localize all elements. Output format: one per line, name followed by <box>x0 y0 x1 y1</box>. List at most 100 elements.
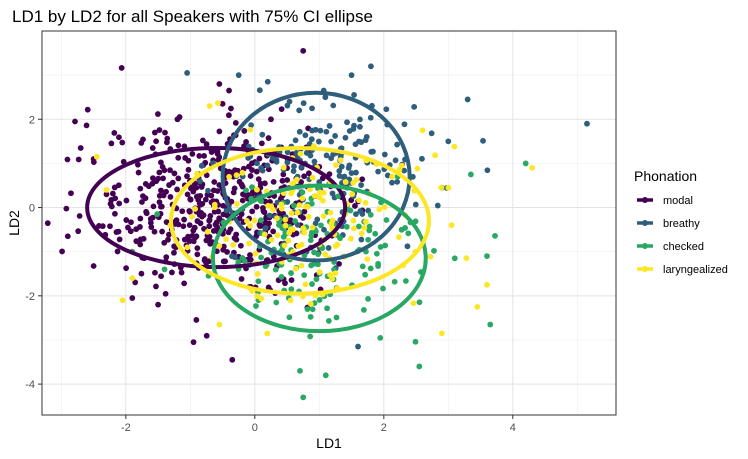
data-point <box>427 253 434 260</box>
data-point <box>278 106 285 113</box>
data-point <box>377 244 384 250</box>
data-point <box>348 170 355 176</box>
data-point <box>235 72 242 79</box>
data-point <box>197 178 203 185</box>
data-point <box>292 265 299 272</box>
data-point <box>480 137 486 144</box>
data-point <box>236 178 243 185</box>
data-point <box>169 179 176 186</box>
data-point <box>132 279 139 286</box>
data-point <box>278 205 285 212</box>
data-point <box>257 180 264 187</box>
data-point <box>293 176 300 183</box>
data-point <box>171 170 178 177</box>
data-point <box>375 260 381 267</box>
data-point <box>77 145 84 151</box>
legend-label: laryngealized <box>663 264 728 276</box>
data-point <box>171 249 177 256</box>
data-point <box>484 253 490 260</box>
data-point <box>321 226 327 233</box>
data-point <box>197 220 204 227</box>
data-point <box>312 220 319 227</box>
data-point <box>296 202 303 209</box>
data-point <box>341 173 348 180</box>
data-point <box>228 105 234 112</box>
data-point <box>174 186 180 193</box>
data-point <box>278 201 285 208</box>
data-point <box>274 232 281 239</box>
data-point <box>372 230 379 237</box>
data-point <box>338 163 345 170</box>
data-point <box>185 233 192 240</box>
data-point <box>191 224 198 231</box>
data-point <box>111 184 118 191</box>
data-point <box>116 200 123 207</box>
data-point <box>244 217 250 224</box>
data-point <box>352 203 358 209</box>
data-point <box>63 205 70 212</box>
data-point <box>261 231 268 238</box>
data-point <box>220 211 227 218</box>
data-point <box>149 214 156 221</box>
data-point <box>376 206 383 213</box>
data-point <box>350 225 357 232</box>
data-point <box>264 162 271 169</box>
data-point <box>484 281 490 288</box>
data-point <box>337 235 343 242</box>
data-point <box>254 271 261 277</box>
ci-ellipse-modal <box>85 145 348 270</box>
data-point <box>196 211 203 218</box>
data-point <box>401 121 408 128</box>
data-point <box>225 229 232 236</box>
data-point <box>247 126 254 133</box>
data-point <box>448 222 455 229</box>
data-point <box>367 211 374 218</box>
x-axis-title: LD1 <box>316 435 342 451</box>
data-point <box>284 159 291 166</box>
y-tick-label: -4 <box>25 379 35 391</box>
data-point <box>241 128 248 134</box>
data-point <box>335 193 342 200</box>
data-point <box>416 299 423 306</box>
data-point <box>367 114 374 121</box>
data-point <box>265 135 272 141</box>
data-point <box>114 248 121 255</box>
data-point <box>262 225 269 231</box>
data-point <box>329 217 336 224</box>
data-point <box>464 96 471 103</box>
data-point <box>153 178 160 185</box>
data-point <box>151 129 158 136</box>
data-point <box>253 168 260 175</box>
data-point <box>137 185 144 192</box>
legend-label: modal <box>663 195 693 207</box>
data-point <box>243 139 249 145</box>
data-point <box>396 234 402 241</box>
data-point <box>365 295 371 302</box>
data-point <box>289 180 296 187</box>
data-point <box>348 72 355 79</box>
data-point <box>302 203 309 210</box>
data-point <box>202 196 209 203</box>
data-point <box>282 222 289 229</box>
data-point <box>382 242 389 249</box>
data-point <box>315 138 322 145</box>
data-point <box>359 263 366 270</box>
data-point <box>251 217 258 224</box>
data-point <box>254 186 260 193</box>
data-point <box>399 162 405 169</box>
data-point <box>199 137 206 144</box>
data-point <box>280 171 287 178</box>
data-point <box>329 276 336 282</box>
legend: Phonation modal breathy checked laryngealiz… <box>634 168 728 276</box>
data-point <box>266 212 273 219</box>
y-tick-label: 2 <box>29 114 35 126</box>
data-point <box>303 150 310 156</box>
data-point <box>138 270 145 277</box>
data-point <box>181 216 187 223</box>
data-point <box>206 223 213 230</box>
data-point <box>330 102 337 109</box>
data-point <box>320 213 327 219</box>
data-point <box>153 283 159 290</box>
data-point <box>384 172 391 179</box>
